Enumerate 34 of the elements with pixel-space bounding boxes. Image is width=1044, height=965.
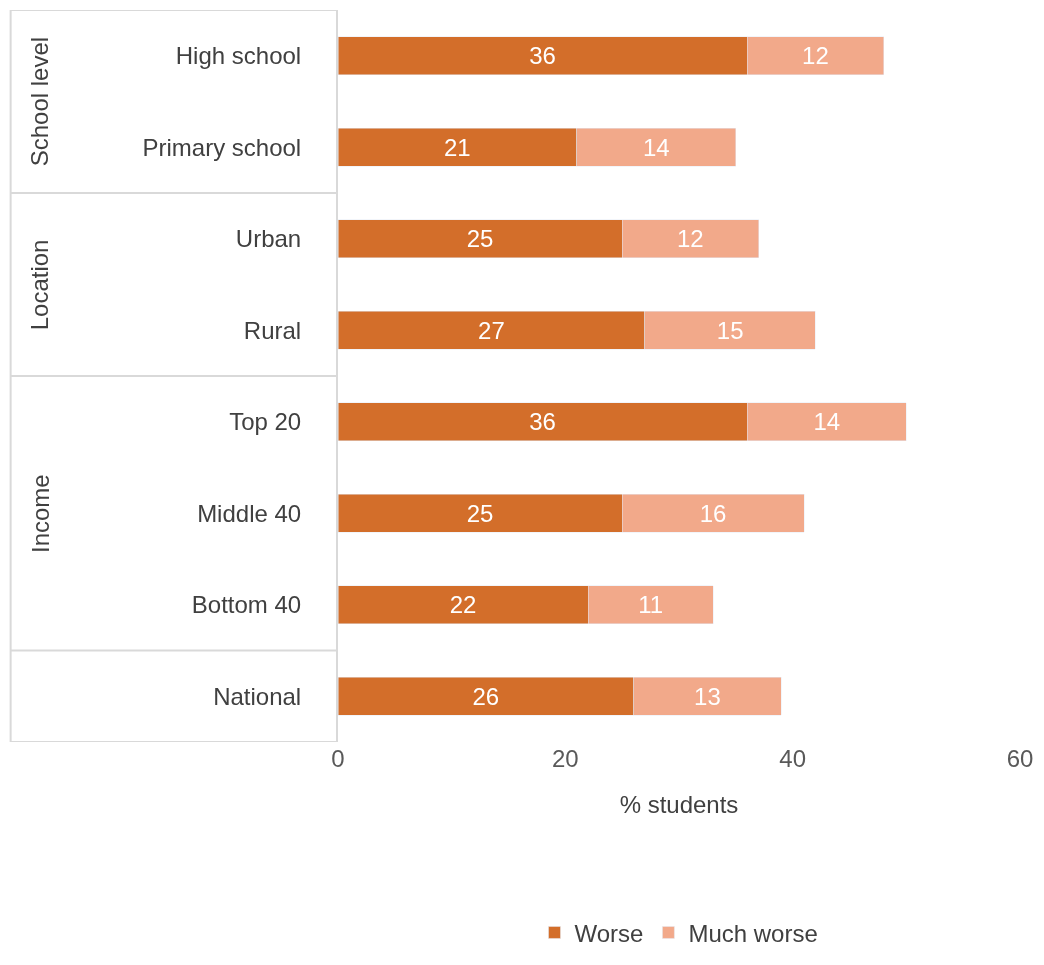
y-tick-label: Rural [243, 316, 302, 344]
y-tick-label: National [213, 682, 302, 710]
text: Income [26, 474, 54, 554]
y-tick-label: High school [175, 42, 302, 70]
y-tick-label: Top 20 [229, 408, 302, 436]
data-label: 13 [694, 682, 721, 710]
y-tick-label: Bottom 40 [191, 591, 302, 619]
data-label: 25 [466, 499, 494, 527]
x-tick-label: 40 [779, 745, 807, 772]
data-label: 21 [444, 133, 471, 161]
data-label: 14 [813, 408, 841, 436]
text: School level [26, 36, 54, 167]
y-tick-label: Primary school [142, 133, 302, 161]
legend-label: Worse [574, 919, 644, 947]
x-axis-title: % students [619, 791, 739, 819]
data-label: 36 [529, 408, 556, 436]
x-tick-label: 60 [1006, 745, 1034, 772]
text: Location [26, 239, 54, 331]
x-tick-label: 20 [551, 745, 579, 772]
x-tick-label: 0 [331, 745, 345, 772]
data-label: 16 [699, 499, 727, 527]
data-label: 36 [529, 42, 556, 70]
data-label: 27 [478, 316, 505, 344]
data-label: 11 [638, 591, 664, 619]
data-label: 25 [466, 225, 494, 253]
data-label: 12 [802, 42, 829, 70]
data-label: 26 [472, 682, 500, 710]
data-label: 14 [642, 133, 670, 161]
y-tick-label: Urban [235, 225, 302, 253]
y-tick-label: Middle 40 [197, 499, 302, 527]
data-label: 22 [449, 591, 477, 619]
data-label: 15 [716, 316, 744, 344]
legend-label: Much worse [688, 919, 818, 947]
data-label: 12 [677, 225, 704, 253]
